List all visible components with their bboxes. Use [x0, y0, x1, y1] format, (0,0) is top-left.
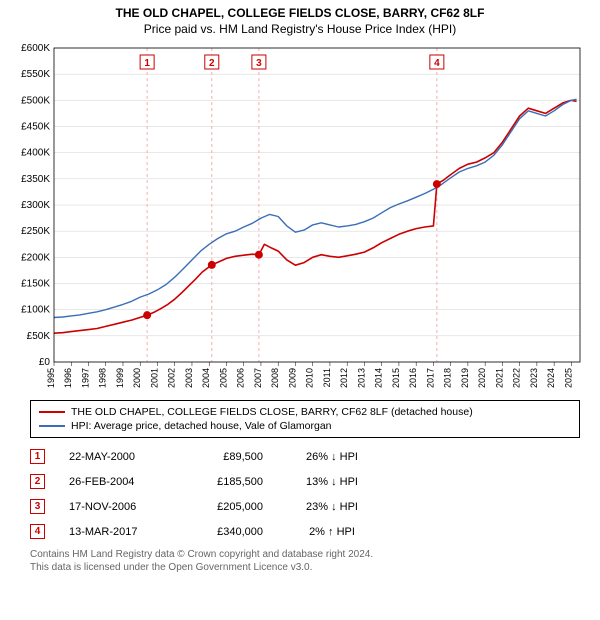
svg-text:1999: 1999 [115, 368, 125, 388]
svg-text:2021: 2021 [494, 368, 504, 388]
legend-label: THE OLD CHAPEL, COLLEGE FIELDS CLOSE, BA… [71, 406, 473, 418]
svg-text:2025: 2025 [563, 368, 573, 388]
svg-text:2007: 2007 [253, 368, 263, 388]
svg-text:2020: 2020 [477, 368, 487, 388]
event-price: £89,500 [193, 451, 263, 463]
svg-text:£600K: £600K [21, 43, 50, 54]
event-marker-icon: 4 [30, 524, 45, 539]
svg-text:£400K: £400K [21, 148, 50, 159]
event-date: 13-MAR-2017 [69, 526, 169, 538]
svg-text:2002: 2002 [167, 368, 177, 388]
event-marker-icon: 3 [30, 499, 45, 514]
svg-text:2019: 2019 [460, 368, 470, 388]
event-delta: 23% ↓ HPI [287, 501, 377, 513]
event-delta: 13% ↓ HPI [287, 476, 377, 488]
svg-text:2015: 2015 [391, 368, 401, 388]
table-row: 4 13-MAR-2017 £340,000 2% ↑ HPI [30, 519, 580, 544]
svg-text:2011: 2011 [322, 368, 332, 387]
chart-title: THE OLD CHAPEL, COLLEGE FIELDS CLOSE, BA… [10, 6, 590, 20]
svg-text:1997: 1997 [80, 368, 90, 388]
price-chart: £0 £50K £100K £150K £200K £250K £300K £350K £400… [10, 42, 590, 392]
svg-text:2006: 2006 [236, 368, 246, 388]
legend-swatch [39, 411, 65, 413]
svg-text:2003: 2003 [184, 368, 194, 388]
svg-text:2000: 2000 [132, 368, 142, 388]
svg-text:£300K: £300K [21, 200, 50, 211]
chart-title-block: THE OLD CHAPEL, COLLEGE FIELDS CLOSE, BA… [0, 0, 600, 38]
svg-text:2010: 2010 [305, 368, 315, 388]
svg-text:£550K: £550K [21, 69, 50, 80]
event-delta: 26% ↓ HPI [287, 451, 377, 463]
svg-text:2001: 2001 [149, 368, 159, 388]
svg-text:£500K: £500K [21, 95, 50, 106]
svg-text:2016: 2016 [408, 368, 418, 388]
table-row: 3 17-NOV-2006 £205,000 23% ↓ HPI [30, 494, 580, 519]
svg-text:1996: 1996 [63, 368, 73, 388]
svg-text:£150K: £150K [21, 279, 50, 290]
svg-text:2008: 2008 [270, 368, 280, 388]
svg-text:2005: 2005 [218, 368, 228, 388]
svg-text:4: 4 [434, 58, 440, 69]
legend: THE OLD CHAPEL, COLLEGE FIELDS CLOSE, BA… [30, 400, 580, 438]
svg-text:£100K: £100K [21, 305, 50, 316]
events-table: 1 22-MAY-2000 £89,500 26% ↓ HPI 2 26-FEB… [30, 444, 580, 544]
legend-label: HPI: Average price, detached house, Vale… [71, 420, 332, 432]
svg-text:1995: 1995 [46, 368, 56, 388]
svg-text:£450K: £450K [21, 122, 50, 133]
svg-text:£250K: £250K [21, 226, 50, 237]
footer-line: Contains HM Land Registry data © Crown c… [30, 548, 580, 561]
svg-text:1: 1 [144, 58, 150, 69]
svg-text:2022: 2022 [512, 368, 522, 388]
svg-text:2024: 2024 [546, 368, 556, 388]
svg-text:2018: 2018 [443, 368, 453, 388]
event-date: 17-NOV-2006 [69, 501, 169, 513]
chart-svg: £0 £50K £100K £150K £200K £250K £300K £350K £400… [10, 42, 590, 392]
event-price: £205,000 [193, 501, 263, 513]
svg-text:2004: 2004 [201, 368, 211, 388]
svg-text:£350K: £350K [21, 174, 50, 185]
legend-item: THE OLD CHAPEL, COLLEGE FIELDS CLOSE, BA… [39, 405, 571, 419]
event-marker-icon: 1 [30, 449, 45, 464]
table-row: 2 26-FEB-2004 £185,500 13% ↓ HPI [30, 469, 580, 494]
legend-item: HPI: Average price, detached house, Vale… [39, 419, 571, 433]
svg-text:£0: £0 [39, 357, 51, 368]
svg-text:3: 3 [256, 58, 262, 69]
table-row: 1 22-MAY-2000 £89,500 26% ↓ HPI [30, 444, 580, 469]
svg-text:£50K: £50K [27, 331, 51, 342]
svg-text:2012: 2012 [339, 368, 349, 388]
event-delta: 2% ↑ HPI [287, 526, 377, 538]
event-price: £340,000 [193, 526, 263, 538]
chart-subtitle: Price paid vs. HM Land Registry's House … [10, 22, 590, 36]
svg-text:2014: 2014 [374, 368, 384, 388]
svg-text:2: 2 [209, 58, 215, 69]
svg-text:1998: 1998 [98, 368, 108, 388]
event-date: 26-FEB-2004 [69, 476, 169, 488]
svg-text:2013: 2013 [356, 368, 366, 388]
event-date: 22-MAY-2000 [69, 451, 169, 463]
footer-line: This data is licensed under the Open Gov… [30, 561, 580, 574]
svg-text:£200K: £200K [21, 252, 50, 263]
event-marker-icon: 2 [30, 474, 45, 489]
event-price: £185,500 [193, 476, 263, 488]
svg-text:2017: 2017 [425, 368, 435, 388]
svg-text:2023: 2023 [529, 368, 539, 388]
svg-text:2009: 2009 [287, 368, 297, 388]
footer-attribution: Contains HM Land Registry data © Crown c… [30, 548, 580, 574]
legend-swatch [39, 425, 65, 427]
